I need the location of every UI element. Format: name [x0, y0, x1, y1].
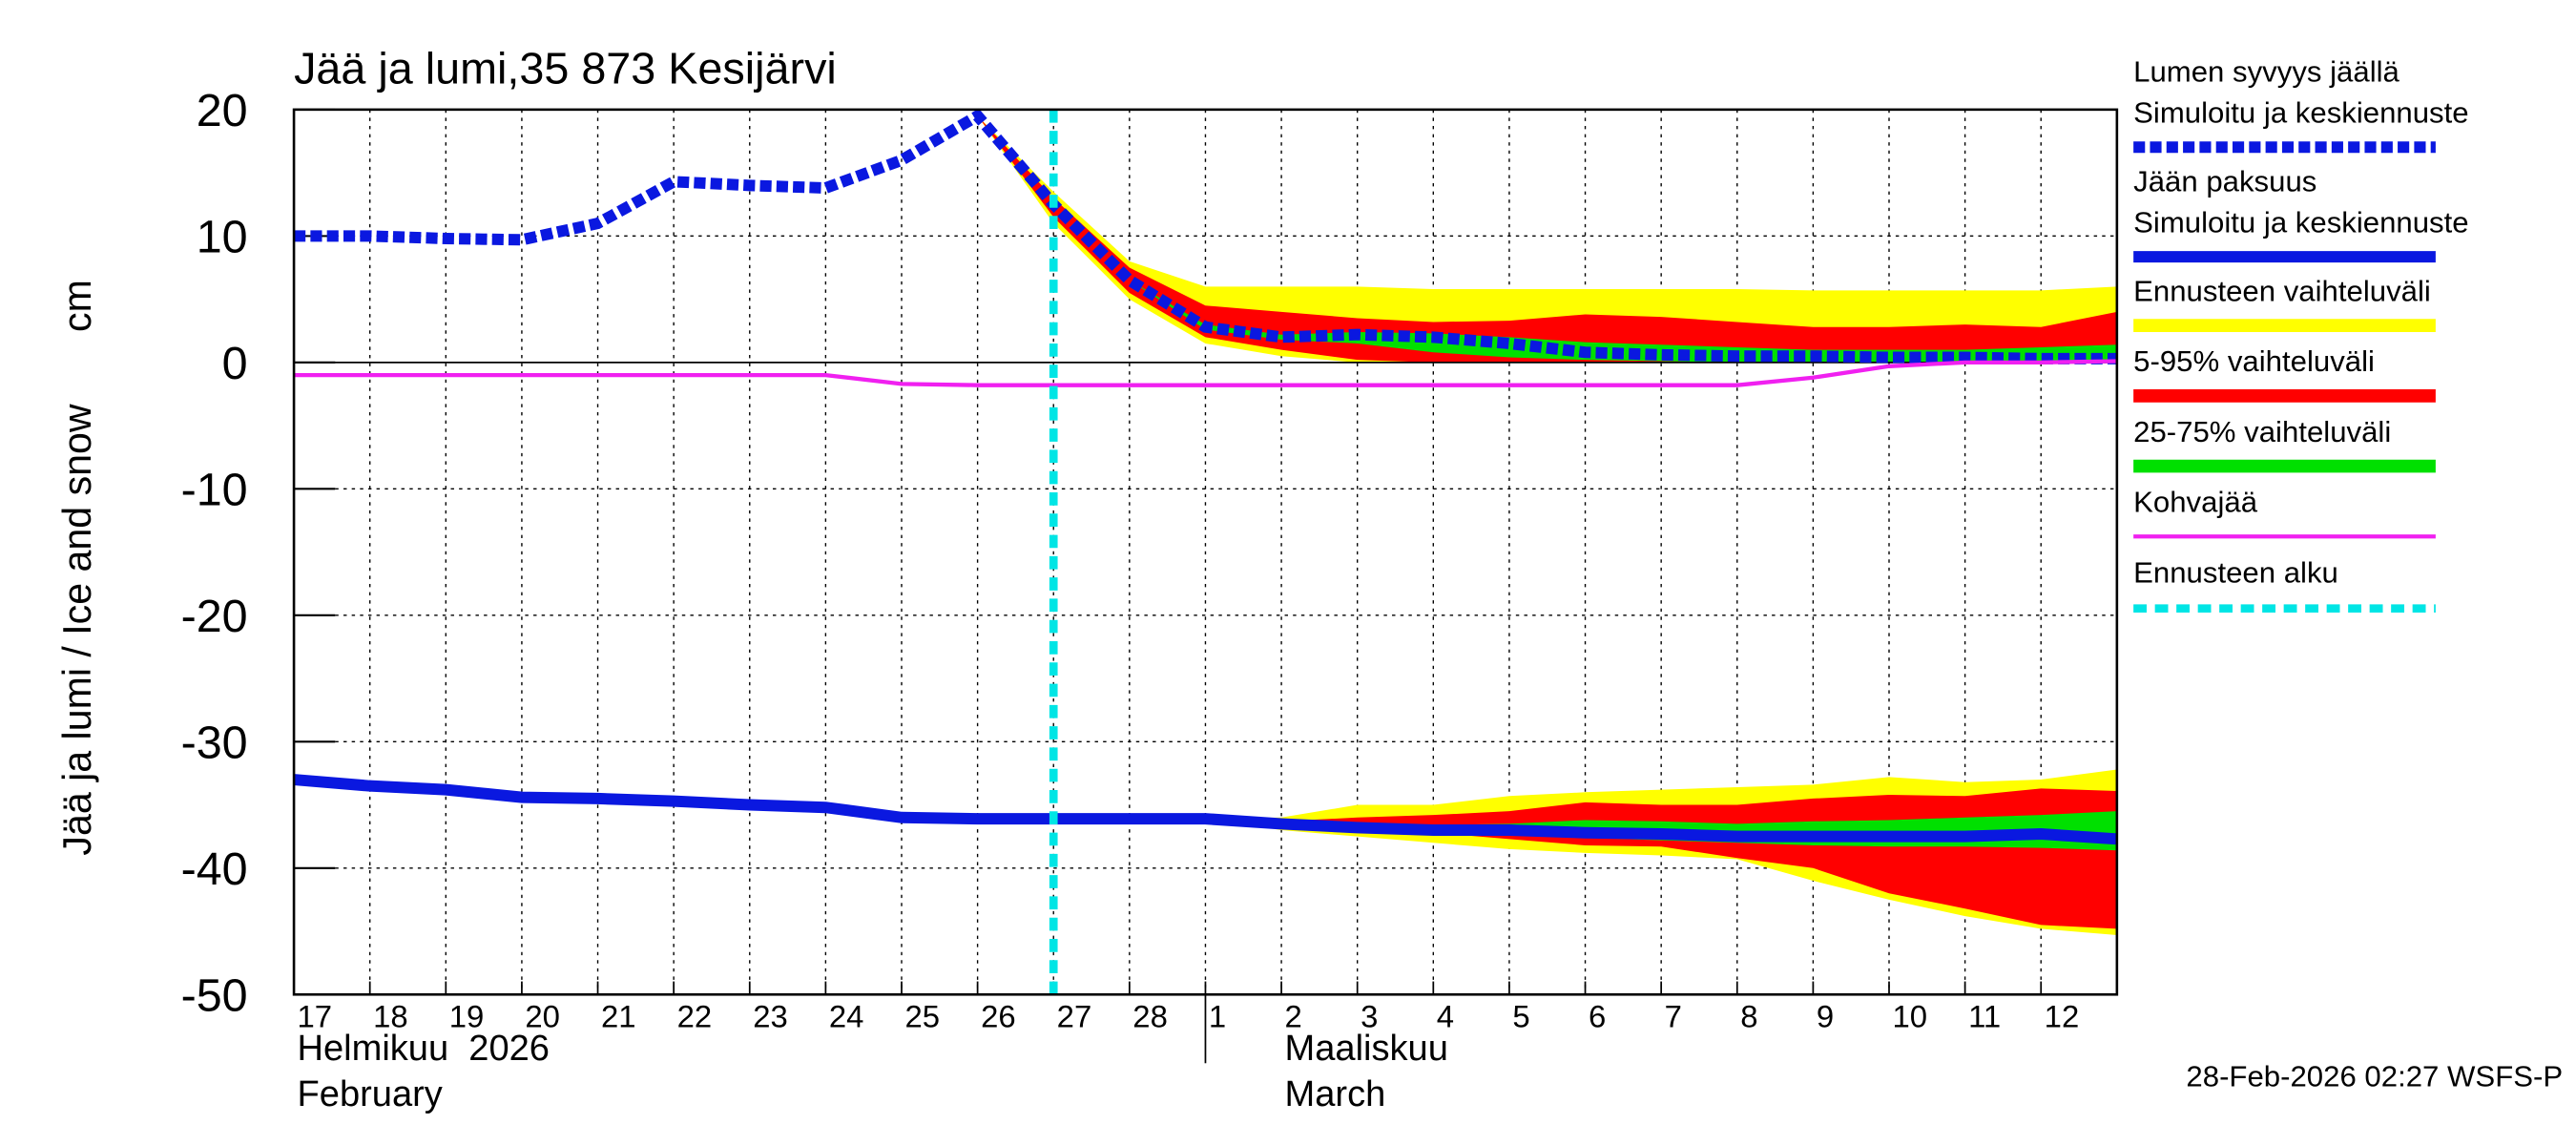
series-line: [294, 359, 2117, 387]
x-tick-label: 4: [1437, 999, 1454, 1034]
y-tick-label: -50: [181, 970, 248, 1022]
x-tick-label: 24: [829, 999, 864, 1034]
chart-title: Jää ja lumi,35 873 Kesijärvi: [294, 44, 837, 94]
x-tick-label: 1: [1209, 999, 1226, 1034]
y-tick-label: 10: [197, 212, 248, 263]
x-tick-label: 8: [1740, 999, 1757, 1034]
x-tick-label: 23: [753, 999, 788, 1034]
x-tick-label: 2: [1285, 999, 1302, 1034]
y-tick-label: -10: [181, 465, 248, 516]
forecast-band: [977, 115, 2117, 363]
x-tick-label: 20: [525, 999, 560, 1034]
x-tick-label: 7: [1665, 999, 1682, 1034]
y-tick-label: -40: [181, 843, 248, 895]
x-tick-label: 3: [1361, 999, 1378, 1034]
month-label: February: [298, 1074, 443, 1114]
month-label: Helmikuu 2026: [298, 1029, 550, 1069]
forecast-band: [977, 115, 2117, 363]
x-tick-label: 27: [1057, 999, 1092, 1034]
x-tick-label: 9: [1817, 999, 1834, 1034]
y-axis-label: Jää ja lumi / Ice and snow: [55, 404, 99, 855]
x-tick-label: 25: [904, 999, 940, 1034]
x-tick-label: 22: [677, 999, 713, 1034]
x-tick-label: 21: [601, 999, 636, 1034]
footer: 28-Feb-2026 02:27 WSFS-P: [2186, 1059, 2563, 1093]
legend-label: Lumen syvyys jäällä: [2133, 55, 2399, 89]
y-tick-label: 0: [222, 338, 248, 389]
x-tick-label: 17: [298, 999, 333, 1034]
x-tick-label: 6: [1589, 999, 1606, 1034]
month-label: March: [1285, 1074, 1386, 1114]
y-tick-label: -20: [181, 591, 248, 642]
x-tick-label: 18: [373, 999, 408, 1034]
legend-label: Simuloitu ja keskiennuste: [2133, 206, 2468, 239]
x-tick-label: 11: [1968, 999, 2001, 1034]
legend-label: Kohvajää: [2133, 486, 2258, 519]
x-tick-label: 12: [2045, 999, 2080, 1034]
month-label: Maaliskuu: [1285, 1029, 1448, 1069]
series-line: [294, 108, 2117, 364]
legend-label: Ennusteen alku: [2133, 555, 2338, 589]
legend-label: Simuloitu ja keskiennuste: [2133, 96, 2468, 130]
x-tick-label: 10: [1892, 999, 1927, 1034]
x-tick-label: 19: [449, 999, 485, 1034]
y-axis-unit: cm: [55, 280, 99, 332]
y-tick-label: -30: [181, 718, 248, 769]
plot-frame: [292, 108, 2119, 996]
y-tick-label: 20: [197, 85, 248, 136]
legend-label: Jään paksuus: [2133, 165, 2316, 198]
x-tick-label: 28: [1132, 999, 1168, 1034]
x-tick-label: 26: [981, 999, 1016, 1034]
legend-label: 5-95% vaihteluväli: [2133, 344, 2375, 378]
x-tick-label: 5: [1512, 999, 1529, 1034]
series-line: [293, 774, 2118, 845]
legend-label: 25-75% vaihteluväli: [2133, 415, 2391, 448]
legend-label: Ennusteen vaihteluväli: [2133, 275, 2431, 308]
